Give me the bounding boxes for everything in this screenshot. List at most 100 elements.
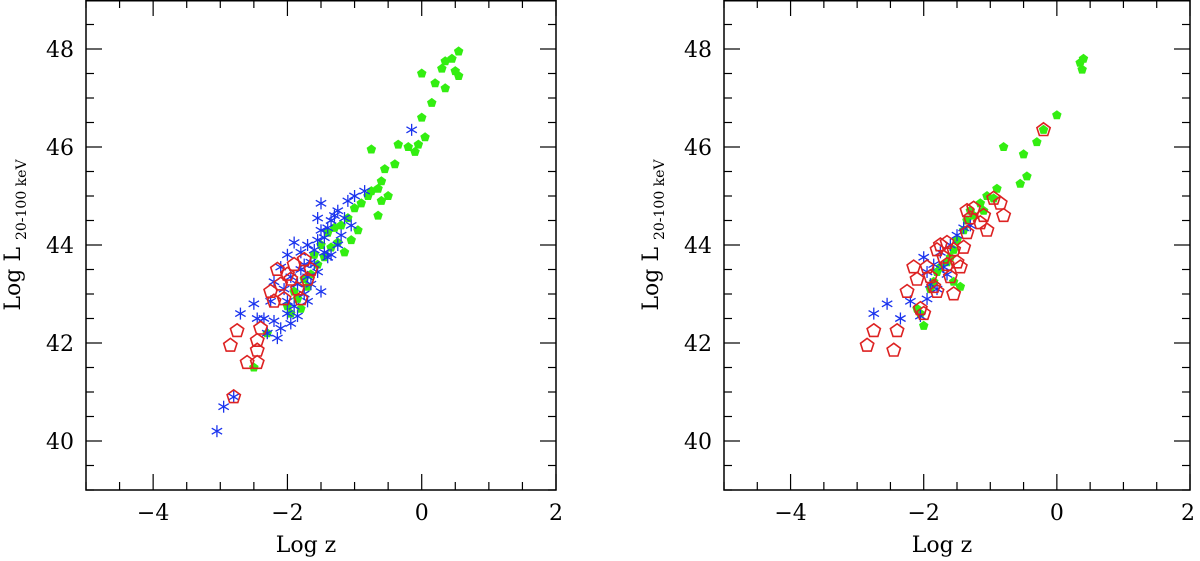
right-y-axis-label: Log L 20-100 keV xyxy=(639,159,668,311)
agn-point-green xyxy=(366,144,377,154)
left-x-axis-label: Log z xyxy=(276,533,337,558)
agn-point-star xyxy=(921,292,933,305)
agn-point-star xyxy=(312,234,324,247)
agn-point-star xyxy=(315,197,327,210)
agn-point-star xyxy=(345,219,357,232)
right-x-axis-label: Log z xyxy=(912,533,973,558)
agn-point-red-ring xyxy=(966,200,982,215)
agn-point-red-ring xyxy=(909,271,925,286)
agn-point-green xyxy=(1077,64,1087,74)
agn-point-star xyxy=(318,231,330,244)
agn-point-star xyxy=(211,425,223,438)
agn-point-star xyxy=(315,285,327,298)
y-tick-label: 40 xyxy=(684,430,712,455)
agn-point-green xyxy=(998,142,1009,151)
agn-point-star xyxy=(234,307,246,320)
agn-point-red-ring xyxy=(296,251,312,267)
agn-point-star xyxy=(251,312,263,325)
agn-point-green xyxy=(349,203,360,213)
agn-point-red-ring xyxy=(303,261,319,277)
agn-point-red-ring xyxy=(899,283,915,299)
agn-point-green xyxy=(339,247,350,257)
agn-point-star xyxy=(308,243,320,256)
agn-point-red-ring xyxy=(942,268,958,284)
agn-point-green xyxy=(376,176,387,186)
agn-point-green xyxy=(1038,124,1049,134)
x-tick-label: −4 xyxy=(137,501,169,526)
agn-point-red-ring xyxy=(299,271,316,286)
agn-point-green xyxy=(1075,57,1085,67)
agn-point-red-ring xyxy=(889,322,905,338)
agn-point-star xyxy=(312,212,324,225)
agn-point-green xyxy=(992,183,1002,193)
agn-point-red-ring xyxy=(916,305,932,321)
agn-point-red-ring xyxy=(293,290,309,306)
agn-point-star xyxy=(281,248,293,261)
agn-point-red-ring xyxy=(946,286,962,301)
agn-point-star xyxy=(335,229,347,242)
agn-point-red-ring xyxy=(866,322,882,338)
left-panel: −4 −2 0 2 40 42 44 46 48 Log z Log L 20-100 keV xyxy=(1,0,563,558)
agn-point-green xyxy=(346,235,356,245)
agn-point-red-ring xyxy=(956,239,972,254)
agn-point-red-ring xyxy=(1035,121,1052,137)
x-tick-label: −2 xyxy=(907,501,939,526)
agn-point-star xyxy=(275,322,287,335)
agn-point-star xyxy=(288,236,300,249)
right-axis-ticks xyxy=(723,0,1191,491)
agn-point-green xyxy=(453,70,464,80)
agn-point-green xyxy=(403,142,413,151)
agn-point-green xyxy=(955,281,966,291)
agn-point-red-ring xyxy=(992,195,1008,210)
agn-point-red-ring xyxy=(959,202,975,218)
agn-point-star xyxy=(291,310,304,323)
agn-point-green xyxy=(413,139,424,149)
y-tick-label: 48 xyxy=(684,38,712,63)
agn-point-star xyxy=(248,297,260,310)
x-tick-label: 2 xyxy=(1181,501,1195,526)
agn-point-red-ring xyxy=(249,342,265,357)
agn-point-star xyxy=(268,314,280,327)
y-tick-label: 46 xyxy=(46,136,74,161)
agn-point-green xyxy=(417,68,427,78)
right-panel: −4 −2 0 2 40 42 44 46 48 Log z Log L 20-100 keV xyxy=(639,0,1195,558)
agn-point-star xyxy=(868,307,880,320)
agn-point-red-ring xyxy=(266,293,282,308)
agn-point-red-ring xyxy=(926,278,942,294)
agn-point-star xyxy=(406,123,418,136)
y-tick-label: 44 xyxy=(46,234,74,259)
left-tick-labels: −4 −2 0 2 40 42 44 46 48 xyxy=(46,38,563,526)
right-y-axis-label-sub: 20-100 keV xyxy=(652,159,668,240)
agn-point-green xyxy=(296,303,306,313)
left-y-axis-label-main: Log L xyxy=(1,247,26,311)
agn-point-red-ring xyxy=(226,388,242,404)
agn-point-red-ring xyxy=(276,290,292,306)
agn-point-green xyxy=(420,132,430,142)
agn-point-green xyxy=(430,78,440,88)
agn-point-red-ring xyxy=(229,322,245,338)
agn-point-star xyxy=(271,332,283,345)
left-panel-marks xyxy=(211,46,464,438)
agn-point-green xyxy=(1032,137,1042,147)
agn-point-green xyxy=(440,83,450,93)
x-tick-label: 0 xyxy=(1050,501,1064,526)
agn-point-red-ring xyxy=(222,337,238,352)
agn-point-star xyxy=(342,194,354,207)
agn-point-green xyxy=(437,63,447,73)
agn-point-star xyxy=(359,185,371,198)
agn-point-red-ring xyxy=(962,210,978,225)
agn-point-green xyxy=(376,195,387,205)
agn-point-star xyxy=(894,312,906,325)
agn-point-red-ring xyxy=(986,190,1002,205)
agn-point-star xyxy=(218,400,230,413)
agn-point-green xyxy=(390,159,400,169)
agn-point-green xyxy=(427,97,437,107)
agn-point-red-ring xyxy=(995,207,1012,223)
agn-point-red-ring xyxy=(252,320,269,335)
x-tick-label: −4 xyxy=(774,501,806,526)
x-tick-label: 0 xyxy=(415,501,429,526)
y-tick-label: 48 xyxy=(46,38,74,63)
agn-point-red-ring xyxy=(959,224,975,240)
left-axis-ticks xyxy=(85,0,557,491)
